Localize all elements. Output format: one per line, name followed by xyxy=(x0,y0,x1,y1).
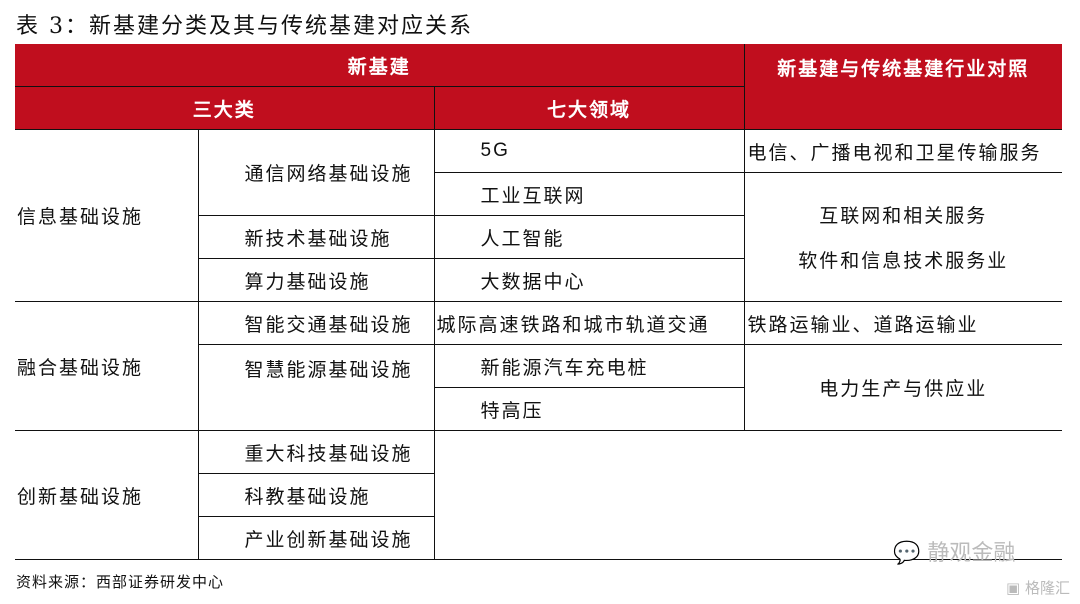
subcategory-cell: 科教基础设施 xyxy=(198,473,435,517)
subcategory-cell: 产业创新基础设施 xyxy=(198,516,435,560)
traditional-cell: 铁路运输业、道路运输业 xyxy=(743,301,1062,345)
header-new-infra: 新基建 xyxy=(15,44,745,87)
traditional-line: 互联网和相关服务 xyxy=(819,205,988,227)
field-cell: 城际高速铁路和城市轨道交通 xyxy=(433,301,745,345)
field-cell: 特高压 xyxy=(434,387,745,431)
category-cell: 融合基础设施 xyxy=(15,301,199,431)
header-three-categories: 三大类 xyxy=(15,86,435,130)
watermark-text: 静观金融 xyxy=(927,541,1016,566)
field-cell: 大数据中心 xyxy=(433,258,745,302)
subcategory-cell: 智慧能源基础设施 xyxy=(198,344,435,431)
subcategory-cell: 通信网络基础设施 xyxy=(197,129,435,216)
traditional-cell: 电信、广播电视和卫星传输服务 xyxy=(743,129,1062,173)
field-cell: 5G xyxy=(433,129,745,173)
field-cell: 人工智能 xyxy=(433,215,745,259)
infra-table: 新基建 新基建与传统基建行业对照 三大类 七大领域 信息基础设施 通信网络基础设… xyxy=(15,44,1062,560)
traditional-line: 软件和信息技术服务业 xyxy=(798,250,1009,272)
subcategory-cell: 新技术基础设施 xyxy=(198,215,435,259)
field-cell: 工业互联网 xyxy=(434,172,745,216)
subcategory-cell: 智能交通基础设施 xyxy=(197,301,435,345)
source-note: 资料来源：西部证券研发中心 xyxy=(16,573,225,591)
subcategory-cell: 重大科技基础设施 xyxy=(197,430,435,474)
traditional-cell: 互联网和相关服务 软件和信息技术服务业 xyxy=(743,172,1062,302)
category-cell: 创新基础设施 xyxy=(15,430,199,560)
header-seven-fields: 七大领域 xyxy=(433,86,745,130)
field-cell: 新能源汽车充电桩 xyxy=(433,344,745,388)
category-cell: 信息基础设施 xyxy=(15,129,199,302)
traditional-cell: 电力生产与供应业 xyxy=(743,344,1062,431)
logo-watermark: ▣ 格隆汇 xyxy=(1006,579,1070,597)
subcategory-cell: 算力基础设施 xyxy=(198,258,435,302)
empty-cell xyxy=(434,430,1062,560)
header-traditional: 新基建与传统基建行业对照 xyxy=(743,44,1062,130)
watermark: 💬 静观金融 xyxy=(893,535,1015,567)
logo-text: 格隆汇 xyxy=(1024,579,1070,597)
table-title: 表 3：新基建分类及其与传统基建对应关系 xyxy=(16,14,473,39)
wechat-icon: 💬 xyxy=(893,541,921,566)
